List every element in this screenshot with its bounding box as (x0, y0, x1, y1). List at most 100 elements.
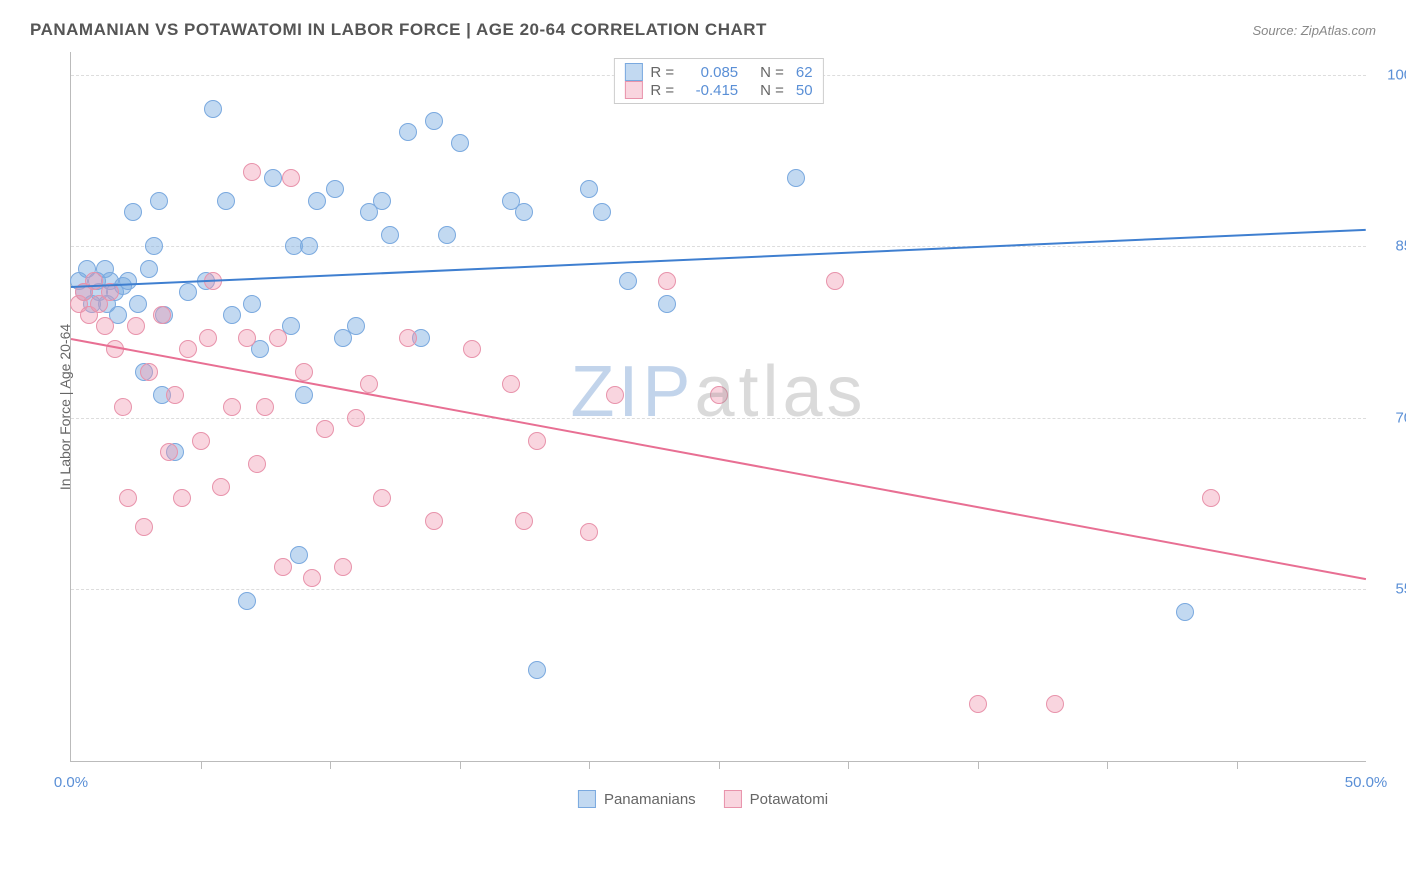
scatter-point-panamanians (300, 237, 318, 255)
legend-n-value: 50 (796, 82, 813, 99)
scatter-point-panamanians (295, 386, 313, 404)
scatter-point-potawatomi (248, 455, 266, 473)
scatter-point-potawatomi (528, 432, 546, 450)
title-row: PANAMANIAN VS POTAWATOMI IN LABOR FORCE … (30, 20, 1376, 40)
legend-n-label: N = (760, 82, 784, 99)
x-tick (589, 761, 590, 769)
scatter-point-potawatomi (826, 272, 844, 290)
scatter-point-potawatomi (119, 489, 137, 507)
series-legend-item-panamanians: Panamanians (578, 790, 696, 808)
x-tick (460, 761, 461, 769)
legend-r-value: -0.415 (686, 82, 738, 99)
scatter-point-panamanians (124, 203, 142, 221)
scatter-point-potawatomi (360, 375, 378, 393)
scatter-point-panamanians (145, 237, 163, 255)
scatter-point-panamanians (150, 192, 168, 210)
scatter-point-potawatomi (173, 489, 191, 507)
scatter-point-potawatomi (212, 478, 230, 496)
series-legend-item-potawatomi: Potawatomi (724, 790, 828, 808)
gridline (71, 246, 1366, 247)
x-tick (1107, 761, 1108, 769)
x-tick-label: 50.0% (1345, 774, 1388, 791)
scatter-point-panamanians (290, 546, 308, 564)
scatter-point-potawatomi (1202, 489, 1220, 507)
scatter-point-panamanians (243, 295, 261, 313)
scatter-point-potawatomi (160, 443, 178, 461)
scatter-point-potawatomi (710, 386, 728, 404)
scatter-point-potawatomi (243, 163, 261, 181)
scatter-point-potawatomi (334, 558, 352, 576)
scatter-point-potawatomi (199, 329, 217, 347)
scatter-point-potawatomi (166, 386, 184, 404)
y-axis-label: In Labor Force | Age 20-64 (57, 323, 73, 489)
scatter-point-potawatomi (969, 695, 987, 713)
scatter-point-potawatomi (282, 169, 300, 187)
scatter-point-potawatomi (192, 432, 210, 450)
scatter-point-panamanians (381, 226, 399, 244)
scatter-point-potawatomi (347, 409, 365, 427)
scatter-point-potawatomi (223, 398, 241, 416)
y-tick-label: 55.0% (1374, 581, 1406, 598)
scatter-point-panamanians (399, 123, 417, 141)
legend-row-potawatomi: R =-0.415N =50 (624, 81, 812, 99)
scatter-point-potawatomi (140, 363, 158, 381)
scatter-point-potawatomi (256, 398, 274, 416)
source-attribution: Source: ZipAtlas.com (1252, 23, 1376, 38)
scatter-point-potawatomi (303, 569, 321, 587)
legend-r-label: R = (650, 64, 674, 81)
scatter-point-potawatomi (580, 523, 598, 541)
scatter-point-panamanians (1176, 603, 1194, 621)
scatter-point-potawatomi (127, 317, 145, 335)
scatter-point-panamanians (528, 661, 546, 679)
plot-wrap: In Labor Force | Age 20-64 ZIPatlas R =0… (30, 52, 1376, 822)
plot-area: In Labor Force | Age 20-64 ZIPatlas R =0… (70, 52, 1366, 762)
scatter-point-panamanians (140, 260, 158, 278)
series-legend: Panamanians Potawatomi (578, 790, 828, 808)
scatter-point-panamanians (129, 295, 147, 313)
scatter-point-panamanians (238, 592, 256, 610)
scatter-point-potawatomi (463, 340, 481, 358)
x-tick (1237, 761, 1238, 769)
x-tick (978, 761, 979, 769)
y-tick-label: 100.0% (1374, 66, 1406, 83)
scatter-point-potawatomi (274, 558, 292, 576)
legend-r-value: 0.085 (686, 64, 738, 81)
scatter-point-panamanians (373, 192, 391, 210)
correlation-chart: PANAMANIAN VS POTAWATOMI IN LABOR FORCE … (0, 0, 1406, 892)
scatter-point-potawatomi (399, 329, 417, 347)
legend-swatch (578, 790, 596, 808)
scatter-point-panamanians (619, 272, 637, 290)
scatter-point-potawatomi (515, 512, 533, 530)
legend-swatch (624, 63, 642, 81)
x-tick (201, 761, 202, 769)
scatter-point-potawatomi (238, 329, 256, 347)
scatter-point-panamanians (308, 192, 326, 210)
scatter-point-potawatomi (316, 420, 334, 438)
scatter-point-potawatomi (179, 340, 197, 358)
scatter-point-potawatomi (114, 398, 132, 416)
x-tick-label: 0.0% (54, 774, 88, 791)
x-tick (719, 761, 720, 769)
gridline (71, 418, 1366, 419)
scatter-point-potawatomi (269, 329, 287, 347)
scatter-point-potawatomi (295, 363, 313, 381)
scatter-point-panamanians (658, 295, 676, 313)
trend-line-panamanians (71, 229, 1366, 288)
scatter-point-panamanians (204, 100, 222, 118)
y-tick-label: 70.0% (1374, 409, 1406, 426)
scatter-point-panamanians (217, 192, 235, 210)
scatter-point-panamanians (347, 317, 365, 335)
scatter-point-potawatomi (1046, 695, 1064, 713)
watermark-part1: ZIP (570, 352, 694, 432)
y-tick-label: 85.0% (1374, 238, 1406, 255)
scatter-point-potawatomi (606, 386, 624, 404)
scatter-point-potawatomi (425, 512, 443, 530)
scatter-point-panamanians (179, 283, 197, 301)
correlation-legend: R =0.085N =62R =-0.415N =50 (613, 58, 823, 104)
scatter-point-potawatomi (502, 375, 520, 393)
scatter-point-panamanians (223, 306, 241, 324)
legend-swatch (624, 81, 642, 99)
chart-title: PANAMANIAN VS POTAWATOMI IN LABOR FORCE … (30, 20, 767, 40)
scatter-point-panamanians (326, 180, 344, 198)
series-legend-label: Potawatomi (750, 791, 828, 808)
